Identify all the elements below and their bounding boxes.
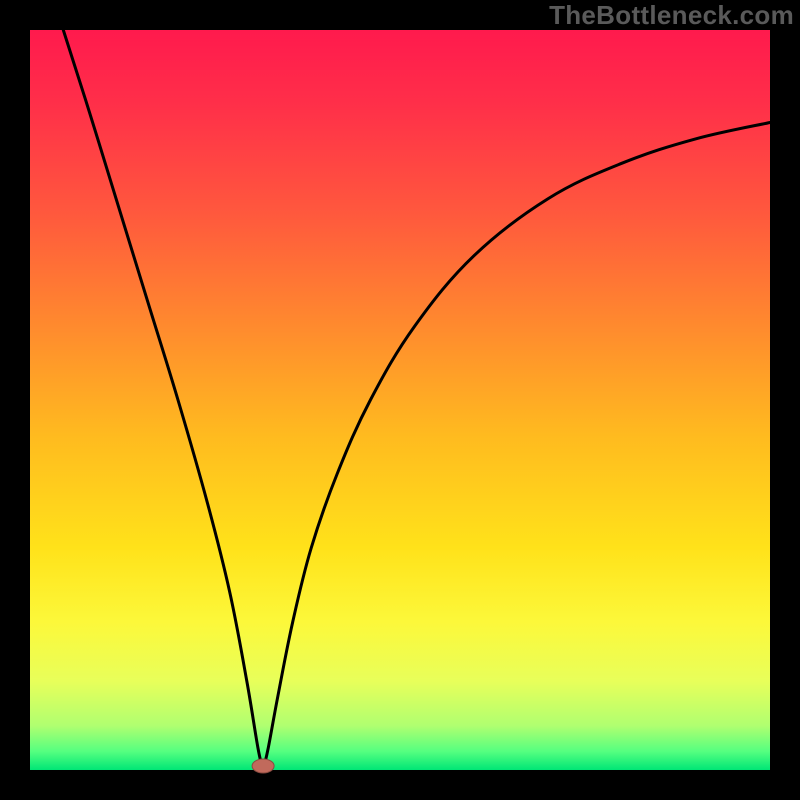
watermark-text: TheBottleneck.com [549,0,794,31]
plot-area [30,30,770,770]
bottleneck-chart [0,0,800,800]
minimum-marker [252,759,274,773]
chart-container: TheBottleneck.com [0,0,800,800]
